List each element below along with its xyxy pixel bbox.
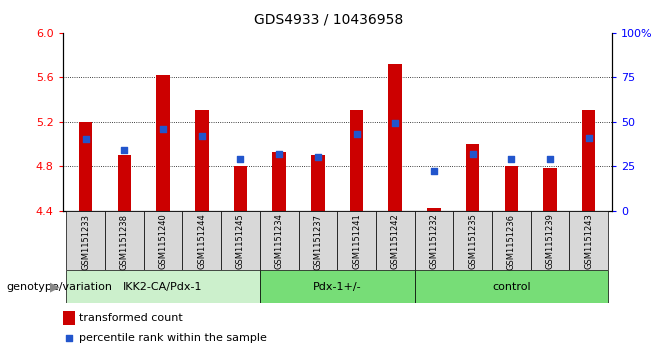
- Point: [235, 156, 245, 162]
- Bar: [338, 211, 376, 270]
- Point: [467, 151, 478, 156]
- Bar: [544, 168, 557, 211]
- Bar: [66, 211, 105, 270]
- Point: [429, 168, 440, 174]
- Text: GSM1151242: GSM1151242: [391, 213, 400, 269]
- Bar: [260, 270, 415, 303]
- Text: GSM1151232: GSM1151232: [430, 213, 438, 269]
- Bar: [143, 211, 182, 270]
- Bar: [260, 211, 299, 270]
- Point: [119, 147, 130, 153]
- Bar: [350, 110, 363, 211]
- Text: GSM1151240: GSM1151240: [159, 213, 168, 269]
- Bar: [582, 110, 595, 211]
- Bar: [388, 64, 402, 211]
- Bar: [66, 270, 260, 303]
- Bar: [376, 211, 415, 270]
- Text: ▶: ▶: [49, 280, 59, 293]
- Bar: [492, 211, 531, 270]
- Point: [274, 151, 284, 156]
- Point: [545, 156, 555, 162]
- Bar: [118, 155, 131, 211]
- Bar: [311, 155, 324, 211]
- Text: Pdx-1+/-: Pdx-1+/-: [313, 282, 361, 292]
- Bar: [531, 211, 569, 270]
- Text: control: control: [492, 282, 530, 292]
- Bar: [195, 110, 209, 211]
- Bar: [157, 75, 170, 211]
- Text: GSM1151237: GSM1151237: [313, 213, 322, 270]
- Point: [351, 131, 362, 137]
- Bar: [453, 211, 492, 270]
- Bar: [234, 166, 247, 211]
- Text: GDS4933 / 10436958: GDS4933 / 10436958: [255, 13, 403, 27]
- Bar: [63, 311, 75, 325]
- Bar: [299, 211, 338, 270]
- Point: [80, 136, 91, 142]
- Text: GSM1151241: GSM1151241: [352, 213, 361, 269]
- Text: GSM1151243: GSM1151243: [584, 213, 594, 269]
- Point: [506, 156, 517, 162]
- Text: genotype/variation: genotype/variation: [7, 282, 113, 292]
- Text: GSM1151245: GSM1151245: [236, 213, 245, 269]
- Text: transformed count: transformed count: [79, 313, 183, 323]
- Bar: [569, 211, 608, 270]
- Bar: [415, 270, 608, 303]
- Point: [249, 244, 260, 250]
- Text: GSM1151239: GSM1151239: [545, 213, 555, 269]
- Point: [390, 121, 401, 126]
- Bar: [105, 211, 143, 270]
- Bar: [505, 166, 518, 211]
- Point: [197, 133, 207, 139]
- Text: GSM1151244: GSM1151244: [197, 213, 207, 269]
- Text: GSM1151236: GSM1151236: [507, 213, 516, 270]
- Text: GSM1151233: GSM1151233: [81, 213, 90, 270]
- Point: [158, 126, 168, 132]
- Text: GSM1151238: GSM1151238: [120, 213, 129, 270]
- Bar: [415, 211, 453, 270]
- Bar: [427, 208, 441, 211]
- Bar: [466, 144, 480, 211]
- Text: percentile rank within the sample: percentile rank within the sample: [79, 333, 267, 343]
- Text: GSM1151235: GSM1151235: [468, 213, 477, 269]
- Point: [313, 154, 323, 160]
- Bar: [182, 211, 221, 270]
- Bar: [79, 122, 93, 211]
- Text: IKK2-CA/Pdx-1: IKK2-CA/Pdx-1: [123, 282, 203, 292]
- Text: GSM1151234: GSM1151234: [274, 213, 284, 269]
- Bar: [272, 152, 286, 211]
- Bar: [221, 211, 260, 270]
- Point: [584, 135, 594, 140]
